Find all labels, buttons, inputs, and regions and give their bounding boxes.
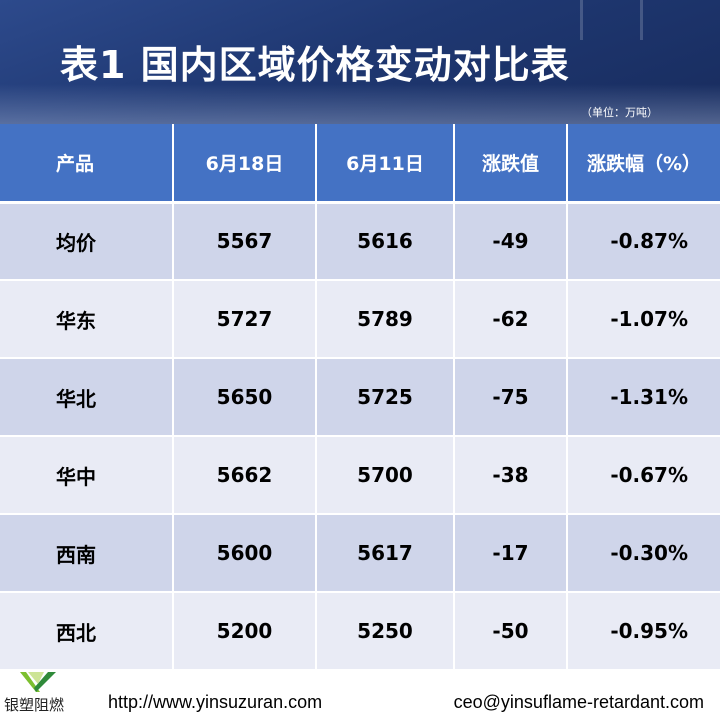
table-row: 西南 5600 5617 -17 -0.30% xyxy=(0,514,720,593)
table-row: 西北 5200 5250 -50 -0.95% xyxy=(0,592,720,671)
table-row: 均价 5567 5616 -49 -0.87% xyxy=(0,202,720,281)
cell-jun18: 5600 xyxy=(173,514,317,593)
brand-name: 银塑阻燃 xyxy=(4,696,65,714)
column-header-change: 涨跌值 xyxy=(454,124,568,204)
cell-change: -49 xyxy=(454,202,568,281)
cell-jun11: 5725 xyxy=(316,358,455,437)
cell-change-percent: -1.07% xyxy=(567,280,720,359)
table-row: 华中 5662 5700 -38 -0.67% xyxy=(0,436,720,515)
cell-change-percent: -1.31% xyxy=(567,358,720,437)
cell-change-percent: -0.95% xyxy=(567,592,720,671)
cell-region: 华东 xyxy=(0,280,174,359)
cell-region: 均价 xyxy=(0,202,174,281)
table-row: 华东 5727 5789 -62 -1.07% xyxy=(0,280,720,359)
cell-jun18: 5662 xyxy=(173,436,317,515)
cell-jun18: 5200 xyxy=(173,592,317,671)
banner-glow xyxy=(0,84,720,124)
cell-change: -62 xyxy=(454,280,568,359)
cell-jun18: 5727 xyxy=(173,280,317,359)
banner-stripe xyxy=(580,0,583,40)
cell-change-percent: -0.67% xyxy=(567,436,720,515)
cell-jun11: 5617 xyxy=(316,514,455,593)
footer: 银塑阻燃 http://www.yinsuzuran.com ceo@yinsu… xyxy=(0,670,720,720)
website-url: http://www.yinsuzuran.com xyxy=(108,692,323,712)
cell-change: -50 xyxy=(454,592,568,671)
column-header-change-percent: 涨跌幅（%） xyxy=(567,124,720,204)
page-title: 表1 国内区域价格变动对比表 xyxy=(60,43,570,87)
price-table: 产品 6月18日 6月11日 涨跌值 涨跌幅（%） 均价 5567 5616 -… xyxy=(0,124,720,671)
column-header-jun11: 6月11日 xyxy=(316,124,455,204)
unit-label: （单位：万吨） xyxy=(581,106,658,119)
contact-email: ceo@yinsuflame-retardant.com xyxy=(453,692,704,712)
title-banner: 表1 国内区域价格变动对比表 （单位：万吨） xyxy=(0,0,720,124)
cell-region: 华中 xyxy=(0,436,174,515)
cell-change-percent: -0.87% xyxy=(567,202,720,281)
cell-change: -38 xyxy=(454,436,568,515)
green-v-check-logo-icon xyxy=(20,672,56,692)
cell-region: 西北 xyxy=(0,592,174,671)
cell-jun11: 5250 xyxy=(316,592,455,671)
cell-jun11: 5789 xyxy=(316,280,455,359)
cell-jun18: 5567 xyxy=(173,202,317,281)
column-header-product: 产品 xyxy=(0,124,174,204)
cell-jun11: 5700 xyxy=(316,436,455,515)
cell-region: 华北 xyxy=(0,358,174,437)
banner-stripe xyxy=(640,0,643,40)
column-header-jun18: 6月18日 xyxy=(173,124,317,204)
cell-jun11: 5616 xyxy=(316,202,455,281)
cell-change: -75 xyxy=(454,358,568,437)
cell-region: 西南 xyxy=(0,514,174,593)
cell-change: -17 xyxy=(454,514,568,593)
table-header-row: 产品 6月18日 6月11日 涨跌值 涨跌幅（%） xyxy=(0,124,720,204)
cell-change-percent: -0.30% xyxy=(567,514,720,593)
cell-jun18: 5650 xyxy=(173,358,317,437)
table-row: 华北 5650 5725 -75 -1.31% xyxy=(0,358,720,437)
